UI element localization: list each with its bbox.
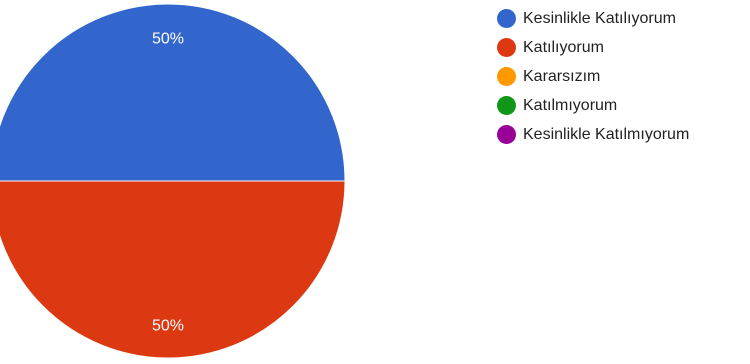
- legend-item-kesinlikle-katiliyorum[interactable]: Kesinlikle Katılıyorum: [497, 4, 689, 33]
- legend-swatch-icon: [497, 125, 516, 144]
- legend-label: Katılıyorum: [523, 38, 604, 56]
- legend-swatch-icon: [497, 67, 516, 86]
- legend: Kesinlikle Katılıyorum Katılıyorum Kararsı…: [497, 4, 689, 149]
- legend-item-kesinlikle-katilmiyorum[interactable]: Kesinlikle Katılmıyorum: [497, 120, 689, 149]
- legend-item-katiliyorum[interactable]: Katılıyorum: [497, 33, 689, 62]
- pie-slice-katiliyorum: [0, 180, 346, 359]
- legend-label: Kararsızım: [523, 67, 601, 85]
- legend-swatch-icon: [497, 96, 516, 115]
- legend-label: Katılmıyorum: [523, 96, 618, 114]
- legend-item-katilmiyorum[interactable]: Katılmıyorum: [497, 91, 689, 120]
- pie-slice-kesinlikle-katiliyorum: [0, 3, 346, 182]
- legend-label: Kesinlikle Katılıyorum: [523, 9, 676, 27]
- legend-swatch-icon: [497, 38, 516, 57]
- data-label-kesinlikle-katiliyorum: 50%: [152, 31, 184, 48]
- legend-swatch-icon: [497, 9, 516, 28]
- data-label-katiliyorum: 50%: [152, 317, 184, 334]
- legend-item-kararsizim[interactable]: Kararsızım: [497, 62, 689, 91]
- legend-label: Kesinlikle Katılmıyorum: [523, 125, 690, 143]
